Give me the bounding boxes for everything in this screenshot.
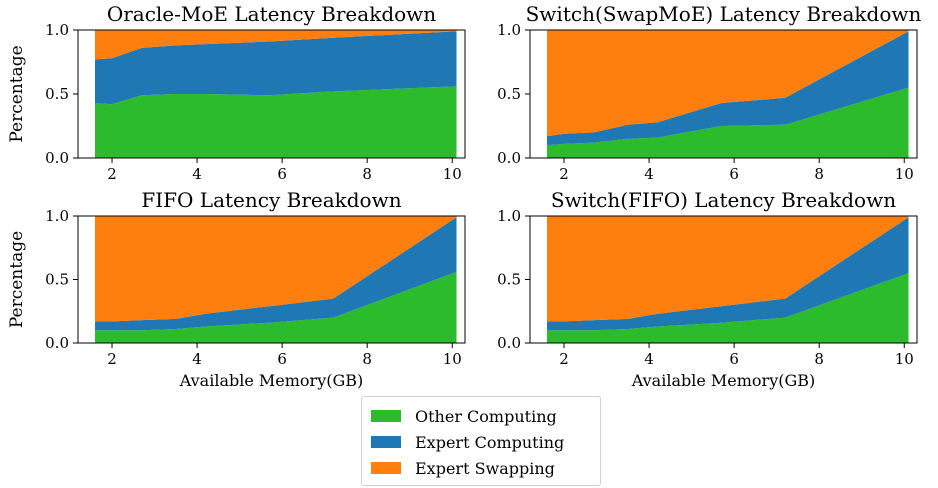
legend-label-expert-computing: Expert Computing bbox=[415, 432, 565, 452]
legend-item-expert-swapping: Expert Swapping bbox=[362, 455, 600, 481]
y-tick-label: 0.5 bbox=[497, 85, 521, 103]
x-tick-label: 6 bbox=[277, 165, 287, 183]
x-tick-label: 6 bbox=[729, 165, 739, 183]
y-tick-label: 1.0 bbox=[497, 207, 521, 225]
area-expert-computing bbox=[547, 217, 909, 331]
y-tick-label: 1.0 bbox=[45, 207, 69, 225]
x-tick-label: 10 bbox=[443, 165, 462, 183]
chart-title: Oracle-MoE Latency Breakdown bbox=[107, 2, 436, 26]
legend-swatch-expert-computing bbox=[371, 436, 401, 448]
legend-swatch-expert-swapping bbox=[371, 462, 401, 474]
x-tick-label: 2 bbox=[559, 350, 569, 368]
area-expert-swapping bbox=[95, 30, 457, 60]
x-tick-label: 4 bbox=[192, 350, 202, 368]
x-tick-label: 4 bbox=[644, 350, 654, 368]
area-other-computing bbox=[95, 271, 457, 343]
area-expert-computing bbox=[95, 217, 457, 331]
y-tick-label: 0.5 bbox=[45, 271, 69, 289]
x-tick-label: 6 bbox=[729, 350, 739, 368]
legend-item-other-computing: Other Computing bbox=[362, 403, 600, 429]
legend-item-expert-computing: Expert Computing bbox=[362, 429, 600, 455]
legend-label-expert-swapping: Expert Swapping bbox=[415, 458, 555, 478]
legend-swatch-other-computing bbox=[371, 410, 401, 422]
chart-panel-3: 0.0 0.5 1.0 2 4 6 8 10 FIFO Latency Breakdown Per… bbox=[7, 188, 466, 390]
area-expert-swapping bbox=[95, 216, 457, 322]
x-tick-label: 6 bbox=[277, 350, 287, 368]
y-axis-label: Percentage bbox=[7, 45, 27, 142]
y-tick-label: 0.0 bbox=[45, 334, 69, 352]
x-axis-label: Available Memory(GB) bbox=[179, 371, 364, 390]
x-tick-label: 8 bbox=[362, 165, 372, 183]
y-tick-label: 0.5 bbox=[45, 85, 69, 103]
y-tick-label: 1.0 bbox=[45, 21, 69, 39]
x-tick-label: 2 bbox=[559, 165, 569, 183]
x-tick-label: 4 bbox=[192, 165, 202, 183]
legend: Other Computing Expert Computing Expert … bbox=[361, 396, 601, 486]
y-tick-label: 1.0 bbox=[497, 21, 521, 39]
y-tick-label: 0.0 bbox=[45, 149, 69, 167]
x-tick-label: 10 bbox=[895, 165, 914, 183]
y-tick-label: 0.0 bbox=[497, 334, 521, 352]
x-tick-label: 8 bbox=[814, 350, 824, 368]
legend-label-other-computing: Other Computing bbox=[415, 406, 557, 426]
y-tick-label: 0.5 bbox=[497, 271, 521, 289]
x-tick-label: 10 bbox=[443, 350, 462, 368]
area-other-computing bbox=[95, 86, 457, 158]
y-axis-label: Percentage bbox=[7, 231, 27, 328]
x-tick-label: 2 bbox=[107, 350, 117, 368]
area-other-computing bbox=[547, 87, 909, 158]
x-tick-label: 4 bbox=[644, 165, 654, 183]
x-tick-label: 10 bbox=[895, 350, 914, 368]
area-expert-swapping bbox=[547, 30, 909, 137]
chart-title: FIFO Latency Breakdown bbox=[141, 188, 401, 212]
chart-title: Switch(FIFO) Latency Breakdown bbox=[551, 188, 896, 212]
x-tick-label: 2 bbox=[107, 165, 117, 183]
area-expert-swapping bbox=[547, 216, 909, 322]
x-axis-label: Available Memory(GB) bbox=[631, 371, 816, 390]
area-other-computing bbox=[547, 273, 909, 343]
y-tick-label: 0.0 bbox=[497, 149, 521, 167]
area-expert-computing bbox=[547, 31, 909, 146]
chart-panel-1: 0.0 0.5 1.0 2 4 6 8 10 Oracle-MoE Latency Breakd… bbox=[7, 2, 466, 183]
chart-panel-4: 0.0 0.5 1.0 2 4 6 8 10 Switch(FIFO) Latency Brea… bbox=[497, 188, 918, 390]
chart-panel-2: 0.0 0.5 1.0 2 4 6 8 10 Switch(SwapMoE) Latency B… bbox=[497, 2, 921, 183]
chart-title: Switch(SwapMoE) Latency Breakdown bbox=[526, 2, 922, 26]
x-tick-label: 8 bbox=[362, 350, 372, 368]
area-expert-computing bbox=[95, 31, 457, 105]
x-tick-label: 8 bbox=[814, 165, 824, 183]
